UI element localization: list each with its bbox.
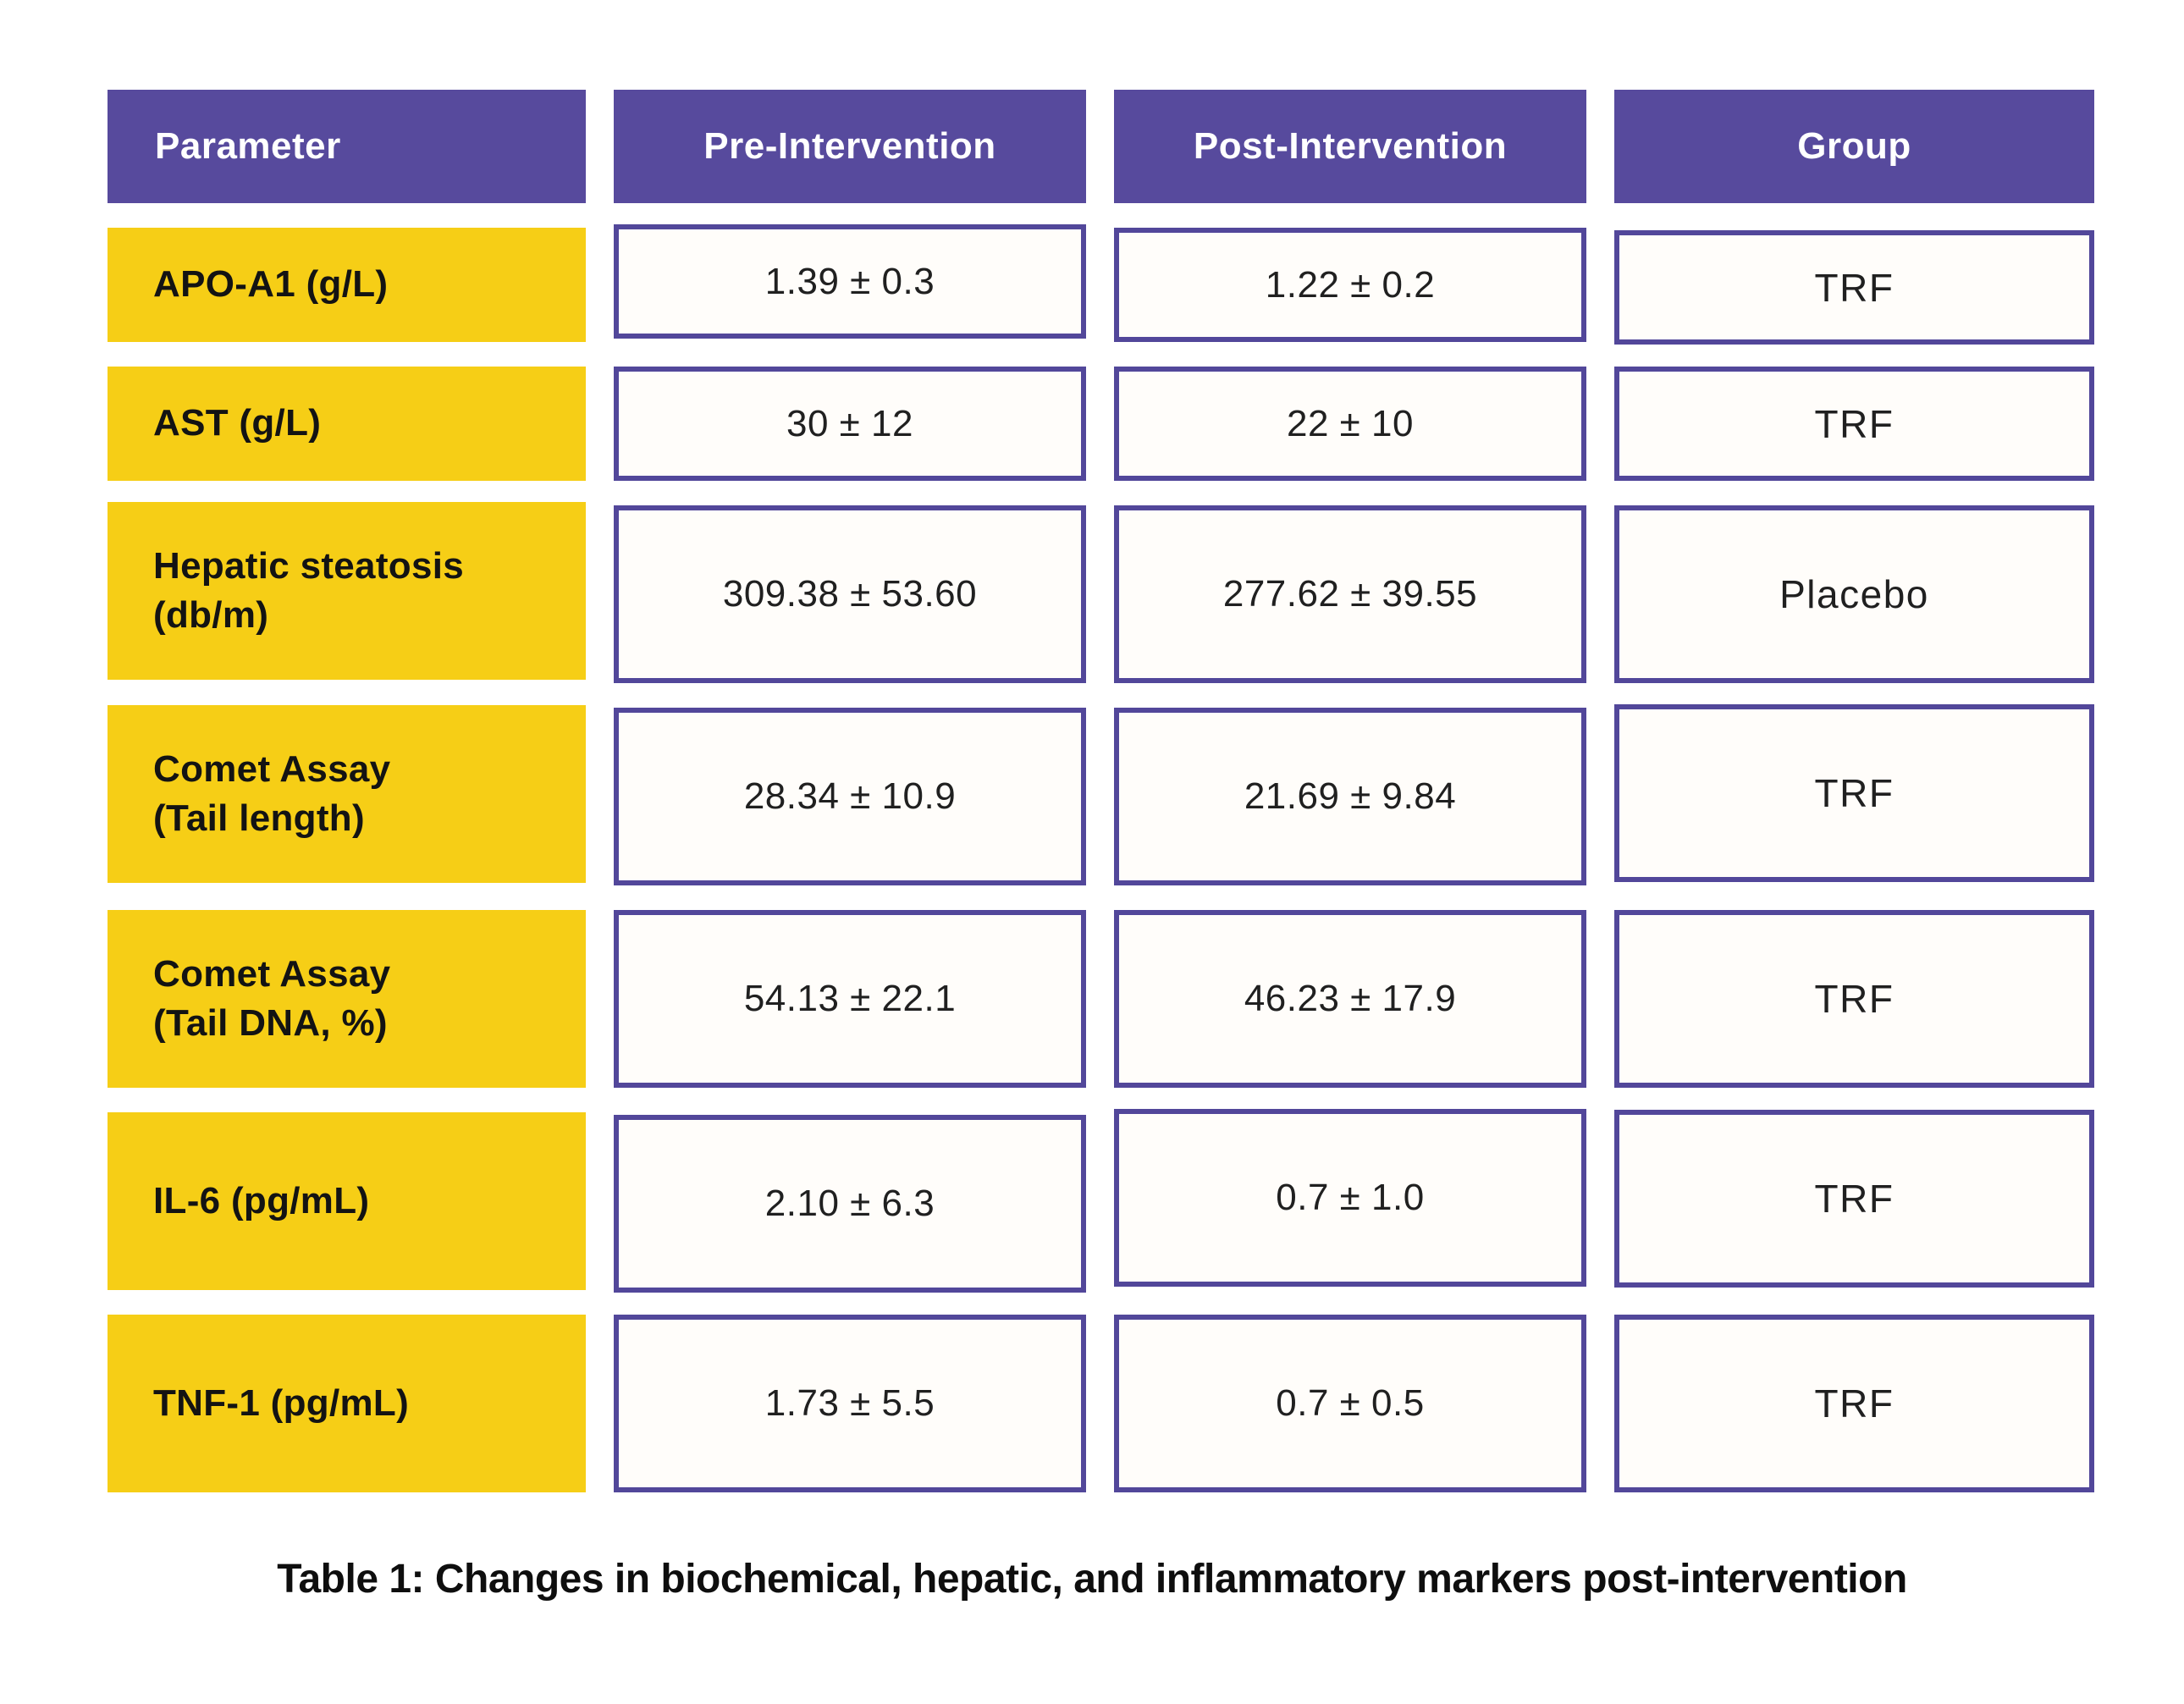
post-intervention-cell: 0.7 ± 0.5 [1114,1315,1586,1492]
parameter-label: (db/m) [153,594,269,636]
column-header-post-intervention: Post-Intervention [1114,90,1586,203]
post-intervention-cell: 277.62 ± 39.55 [1114,505,1586,683]
post-intervention-cell: 22 ± 10 [1114,367,1586,481]
parameter-label: APO-A1 (g/L) [153,263,389,306]
parameter-cell: AST (g/L) [108,367,586,481]
post-intervention-cell: 0.7 ± 1.0 [1114,1109,1586,1287]
column-header-group: Group [1614,90,2094,203]
pre-intervention-cell: 2.10 ± 6.3 [614,1115,1086,1293]
post-intervention-cell: 46.23 ± 17.9 [1114,910,1586,1088]
parameter-label: (Tail length) [153,797,365,839]
group-cell: TRF [1614,230,2094,345]
parameter-cell: Comet Assay (Tail DNA, %) [108,910,586,1088]
parameter-label: (Tail DNA, %) [153,1002,388,1044]
parameter-cell: TNF-1 (pg/mL) [108,1315,586,1492]
column-header-pre-intervention: Pre-Intervention [614,90,1086,203]
pre-intervention-cell: 28.34 ± 10.9 [614,708,1086,885]
group-cell: TRF [1614,1315,2094,1492]
parameter-cell: IL-6 (pg/mL) [108,1112,586,1290]
column-header-parameter: Parameter [108,90,586,203]
pre-intervention-cell: 30 ± 12 [614,367,1086,481]
table-caption: Table 1: Changes in biochemical, hepatic… [277,1557,1907,1602]
parameter-label: Comet Assay [153,747,391,790]
pre-intervention-cell: 1.39 ± 0.3 [614,224,1086,339]
group-cell: TRF [1614,910,2094,1088]
parameter-cell: Comet Assay (Tail length) [108,705,586,883]
post-intervention-cell: 21.69 ± 9.84 [1114,708,1586,885]
parameter-cell: Hepatic steatosis (db/m) [108,502,586,680]
group-cell: TRF [1614,367,2094,481]
parameter-label: AST (g/L) [153,402,322,444]
pre-intervention-cell: 309.38 ± 53.60 [614,505,1086,683]
post-intervention-cell: 1.22 ± 0.2 [1114,228,1586,342]
group-cell: TRF [1614,1110,2094,1288]
parameter-label: IL-6 (pg/mL) [153,1179,370,1221]
parameter-label: TNF-1 (pg/mL) [153,1381,410,1424]
data-table: Parameter Pre-Intervention Post-Interven… [108,90,2094,1492]
group-cell: TRF [1614,704,2094,882]
group-cell: Placebo [1614,505,2094,683]
parameter-label: Comet Assay [153,952,391,995]
pre-intervention-cell: 1.73 ± 5.5 [614,1315,1086,1492]
parameter-label: Hepatic steatosis [153,544,465,587]
parameter-cell: APO-A1 (g/L) [108,228,586,342]
pre-intervention-cell: 54.13 ± 22.1 [614,910,1086,1088]
